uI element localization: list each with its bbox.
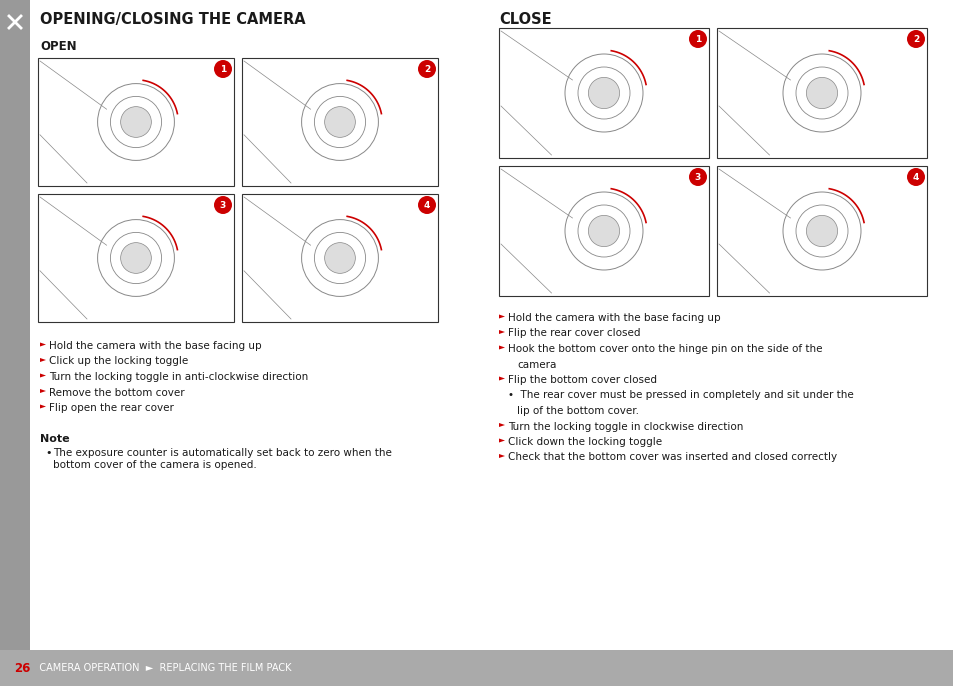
Text: Note: Note (40, 434, 70, 444)
Text: 3: 3 (219, 200, 226, 209)
Text: 26: 26 (14, 661, 30, 674)
Text: OPENING/CLOSING THE CAMERA: OPENING/CLOSING THE CAMERA (40, 12, 305, 27)
Polygon shape (40, 405, 46, 408)
Polygon shape (498, 330, 504, 334)
Circle shape (805, 215, 837, 246)
Text: CAMERA OPERATION  ►  REPLACING THE FILM PACK: CAMERA OPERATION ► REPLACING THE FILM PA… (30, 663, 292, 673)
Text: lip of the bottom cover.: lip of the bottom cover. (517, 406, 639, 416)
Text: 3: 3 (694, 172, 700, 182)
Text: Click down the locking toggle: Click down the locking toggle (507, 437, 661, 447)
Polygon shape (40, 342, 46, 346)
Bar (38, 58, 233, 186)
Bar (0, 0, 30, 650)
Circle shape (688, 168, 706, 186)
Text: Flip the rear cover closed: Flip the rear cover closed (507, 329, 639, 338)
Polygon shape (40, 373, 46, 377)
Text: CLOSE: CLOSE (498, 12, 551, 27)
Bar (242, 58, 437, 186)
Circle shape (906, 30, 924, 48)
Text: Hook the bottom cover onto the hinge pin on the side of the: Hook the bottom cover onto the hinge pin… (507, 344, 821, 354)
Circle shape (588, 78, 618, 108)
Text: 4: 4 (423, 200, 430, 209)
Circle shape (805, 78, 837, 108)
Circle shape (120, 106, 152, 137)
Circle shape (213, 60, 232, 78)
Polygon shape (498, 346, 504, 349)
Circle shape (324, 106, 355, 137)
Text: Flip the bottom cover closed: Flip the bottom cover closed (507, 375, 657, 385)
Bar (242, 194, 437, 322)
Text: OPEN: OPEN (40, 40, 76, 53)
Circle shape (417, 196, 436, 214)
Text: 1: 1 (219, 64, 226, 73)
Polygon shape (498, 438, 504, 442)
Text: •  The rear cover must be pressed in completely and sit under the: • The rear cover must be pressed in comp… (507, 390, 853, 401)
Text: Click up the locking toggle: Click up the locking toggle (49, 357, 188, 366)
Circle shape (688, 30, 706, 48)
Text: Hold the camera with the base facing up: Hold the camera with the base facing up (507, 313, 720, 323)
Text: The exposure counter is automatically set back to zero when the: The exposure counter is automatically se… (53, 447, 392, 458)
Text: Check that the bottom cover was inserted and closed correctly: Check that the bottom cover was inserted… (507, 453, 836, 462)
Circle shape (213, 196, 232, 214)
Text: Hold the camera with the base facing up: Hold the camera with the base facing up (49, 341, 261, 351)
Polygon shape (498, 314, 504, 318)
Text: Turn the locking toggle in clockwise direction: Turn the locking toggle in clockwise dir… (507, 421, 742, 431)
Bar (498, 166, 708, 296)
Polygon shape (498, 423, 504, 427)
Polygon shape (40, 389, 46, 393)
Circle shape (588, 215, 618, 246)
Text: •: • (45, 447, 51, 458)
Text: 2: 2 (423, 64, 430, 73)
Bar (0, 650, 953, 686)
Text: 4: 4 (912, 172, 919, 182)
Polygon shape (40, 358, 46, 362)
Bar (717, 28, 926, 158)
Text: camera: camera (517, 359, 556, 370)
Polygon shape (498, 454, 504, 458)
Circle shape (417, 60, 436, 78)
Text: Turn the locking toggle in anti-clockwise direction: Turn the locking toggle in anti-clockwis… (49, 372, 308, 382)
Text: 1: 1 (694, 34, 700, 43)
Circle shape (906, 168, 924, 186)
Text: Flip open the rear cover: Flip open the rear cover (49, 403, 173, 413)
Text: Remove the bottom cover: Remove the bottom cover (49, 388, 185, 397)
Bar (498, 28, 708, 158)
Text: bottom cover of the camera is opened.: bottom cover of the camera is opened. (53, 460, 256, 471)
Bar (717, 166, 926, 296)
Text: 2: 2 (912, 34, 918, 43)
Circle shape (120, 243, 152, 273)
Bar (38, 194, 233, 322)
Polygon shape (498, 377, 504, 381)
Circle shape (324, 243, 355, 273)
